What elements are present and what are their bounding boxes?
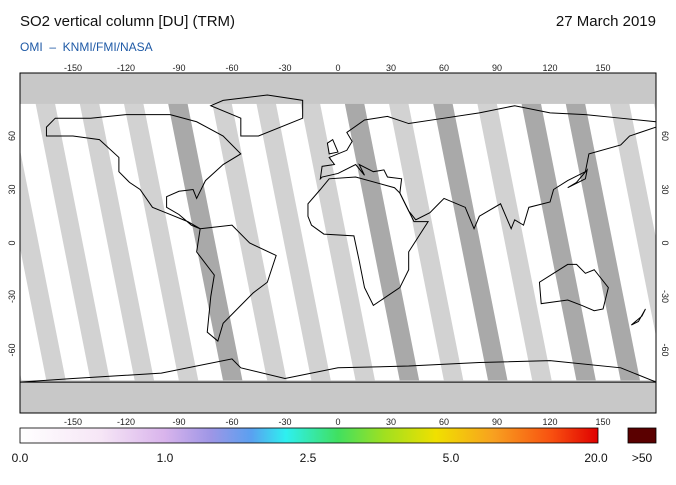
map bbox=[20, 73, 656, 413]
lat-tick-label-right: 0 bbox=[660, 240, 670, 245]
swath bbox=[517, 82, 601, 404]
lat-tick-label-left: 30 bbox=[7, 184, 17, 194]
coast bbox=[327, 140, 338, 154]
swath bbox=[561, 82, 645, 404]
coast bbox=[197, 225, 277, 341]
polar-gap bbox=[20, 380, 656, 413]
lon-tick-label-top: 150 bbox=[595, 63, 610, 73]
lon-tick-label-bottom: -120 bbox=[117, 417, 135, 427]
coast bbox=[539, 264, 608, 310]
coast bbox=[46, 115, 240, 229]
lon-tick-label-bottom: -30 bbox=[278, 417, 291, 427]
swath bbox=[20, 149, 71, 404]
lat-tick-label-right: -30 bbox=[660, 290, 670, 303]
colorbar-overflow-label: >50 bbox=[632, 451, 653, 465]
colorbar-overflow bbox=[627, 427, 657, 444]
swath bbox=[296, 82, 380, 404]
coast bbox=[308, 177, 428, 305]
title: SO2 vertical column [DU] (TRM) bbox=[20, 13, 235, 30]
lon-tick-label-top: 0 bbox=[335, 63, 340, 73]
lat-tick-label-left: -60 bbox=[7, 343, 17, 356]
swath bbox=[252, 82, 336, 404]
swath bbox=[163, 82, 247, 404]
lon-tick-label-top: -60 bbox=[225, 63, 238, 73]
coast bbox=[20, 359, 656, 382]
map-frame bbox=[19, 72, 657, 414]
coast bbox=[211, 95, 303, 136]
lon-tick-label-top: 60 bbox=[439, 63, 449, 73]
colorbar bbox=[19, 427, 599, 444]
lon-tick-label-top: -30 bbox=[278, 63, 291, 73]
lon-tick-label-bottom: -150 bbox=[64, 417, 82, 427]
colorbar-label: 20.0 bbox=[584, 451, 608, 465]
swath bbox=[119, 82, 203, 404]
lon-tick-label-bottom: 90 bbox=[492, 417, 502, 427]
coast bbox=[631, 309, 645, 325]
lat-tick-label-left: -30 bbox=[7, 290, 17, 303]
colorbar-label: 1.0 bbox=[157, 451, 174, 465]
colorbar-label: 0.0 bbox=[12, 451, 29, 465]
coast bbox=[320, 106, 656, 229]
colorbar-labels: 0.0 1.0 2.5 5.0 20.0 bbox=[12, 451, 608, 465]
swath bbox=[31, 82, 115, 404]
lat-tick-label-right: -60 bbox=[660, 343, 670, 356]
swaths bbox=[20, 82, 656, 404]
lon-tick-label-bottom: -90 bbox=[172, 417, 185, 427]
lat-tick-label-left: 60 bbox=[7, 131, 17, 141]
polar-gap bbox=[20, 73, 656, 104]
colorbar-label: 5.0 bbox=[443, 451, 460, 465]
swath bbox=[429, 82, 513, 404]
lon-tick-label-top: 120 bbox=[542, 63, 557, 73]
swath bbox=[340, 82, 424, 404]
swath bbox=[473, 82, 557, 404]
lon-tick-label-top: 30 bbox=[386, 63, 396, 73]
ticks: -150 -150 -120 -120 -90 -90 -60 -60 -30 -30 0 0 30 30… bbox=[7, 63, 670, 427]
lon-tick-label-top: -120 bbox=[117, 63, 135, 73]
lat-tick-label-left: 0 bbox=[7, 240, 17, 245]
credit: OMI – KNMI/FMI/NASA bbox=[20, 40, 153, 54]
lon-tick-label-bottom: 0 bbox=[335, 417, 340, 427]
lon-tick-label-bottom: 120 bbox=[542, 417, 557, 427]
swath bbox=[384, 82, 468, 404]
lon-tick-label-bottom: -60 bbox=[225, 417, 238, 427]
lon-tick-label-top: -90 bbox=[172, 63, 185, 73]
date: 27 March 2019 bbox=[556, 13, 656, 30]
coast bbox=[568, 170, 587, 188]
lat-tick-label-right: 60 bbox=[660, 131, 670, 141]
lon-tick-label-top: -150 bbox=[64, 63, 82, 73]
coastlines bbox=[20, 95, 656, 382]
colorbar-label: 2.5 bbox=[300, 451, 317, 465]
geo-layer bbox=[20, 73, 656, 413]
swath bbox=[75, 82, 159, 404]
lat-tick-label-right: 30 bbox=[660, 184, 670, 194]
lon-tick-label-top: 90 bbox=[492, 63, 502, 73]
lon-tick-label-bottom: 30 bbox=[386, 417, 396, 427]
lon-tick-label-bottom: 60 bbox=[439, 417, 449, 427]
lon-tick-label-bottom: 150 bbox=[595, 417, 610, 427]
